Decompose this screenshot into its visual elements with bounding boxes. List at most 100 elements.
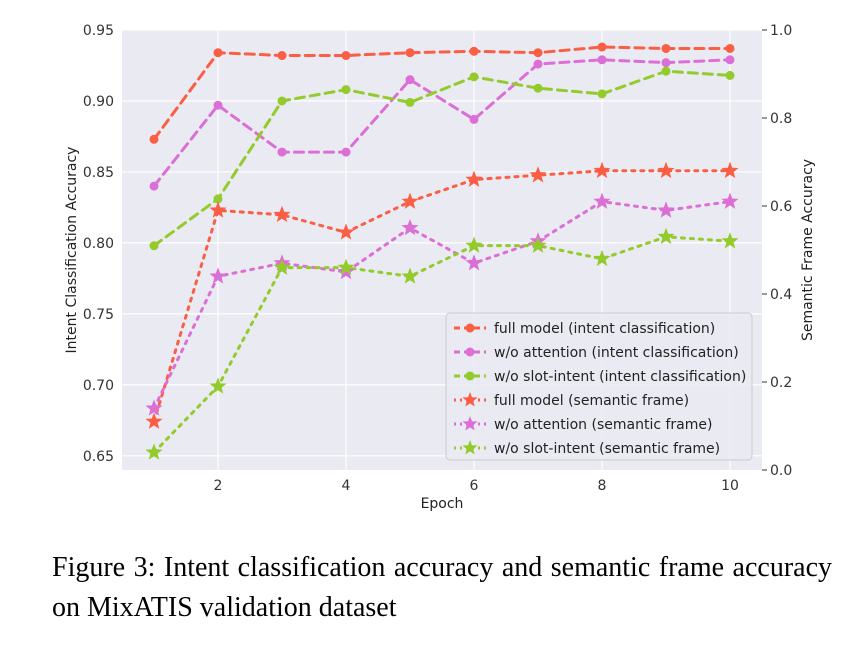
point-w-o-slot-intent-intent-classification (213, 194, 223, 204)
point-full-model-intent-classification (533, 48, 543, 58)
point-w-o-slot-intent-semantic-frame (273, 258, 291, 275)
y-axis-label-left: Intent Classification Accuracy (64, 147, 80, 354)
point-w-o-attention-intent-classification (213, 100, 223, 110)
point-w-o-attention-intent-classification (341, 147, 351, 157)
point-full-model-intent-classification (277, 51, 287, 61)
point-full-model-semantic-frame (401, 192, 419, 209)
point-w-o-attention-intent-classification (533, 59, 543, 69)
point-w-o-attention-semantic-frame (209, 267, 227, 284)
point-full-model-intent-classification (725, 43, 735, 53)
point-full-model-intent-classification (469, 46, 479, 56)
point-full-model-intent-classification (661, 43, 671, 53)
series-line-w-o-slot-intent-semantic-frame (152, 235, 732, 454)
point-w-o-slot-intent-semantic-frame (657, 227, 675, 245)
y-tick-label-left: 0.90 (83, 94, 114, 110)
legend-marker-w-o-slot-intent-intent-classification (465, 371, 475, 381)
point-w-o-slot-intent-intent-classification (277, 96, 287, 106)
tick-labels: 0.65 0.70 0.75 0.80 0.85 0.90 0.95 2 4 6 8 10 0.0 0.2… (83, 23, 793, 494)
point-full-model-semantic-frame (593, 161, 611, 179)
point-w-o-slot-intent-semantic-frame (593, 249, 611, 267)
legend-box (445, 312, 753, 461)
legend-marker-w-o-attention-intent-classification (465, 347, 475, 357)
point-w-o-attention-intent-classification (405, 75, 415, 85)
point-full-model-intent-classification (149, 134, 159, 144)
x-tick-label: 4 (342, 478, 351, 494)
point-w-o-attention-intent-classification (597, 55, 607, 65)
y-tick-label-left: 0.95 (83, 23, 114, 39)
point-w-o-slot-intent-intent-classification (469, 72, 479, 82)
point-w-o-slot-intent-semantic-frame (145, 443, 163, 460)
y-tick-label-right: 0.0 (770, 463, 792, 479)
legend-label-full-model-semantic-frame: full model (semantic frame) (494, 393, 689, 409)
point-full-model-semantic-frame (657, 161, 675, 179)
point-w-o-attention-intent-classification (725, 55, 735, 65)
series-line-w-o-attention-intent-classification (152, 58, 732, 188)
point-w-o-attention-semantic-frame (721, 192, 739, 209)
point-w-o-slot-intent-intent-classification (405, 97, 415, 107)
y-tick-label-right: 0.8 (770, 111, 792, 127)
y-tick-label-right: 0.4 (770, 287, 792, 303)
point-w-o-attention-semantic-frame (401, 219, 419, 236)
series-markers (145, 42, 739, 460)
point-full-model-semantic-frame (721, 161, 739, 179)
point-w-o-slot-intent-intent-classification (149, 241, 159, 251)
point-w-o-slot-intent-intent-classification (597, 89, 607, 99)
point-w-o-slot-intent-semantic-frame (721, 232, 739, 249)
series-line-full-model-intent-classification (152, 45, 732, 141)
point-full-model-semantic-frame (145, 412, 163, 429)
point-full-model-semantic-frame (337, 223, 355, 240)
legend: full model (intent classification) w/o at… (445, 312, 753, 461)
legend-label-w-o-slot-intent-intent-classification: w/o slot-intent (intent classification) (494, 369, 746, 385)
point-w-o-attention-intent-classification (149, 181, 159, 191)
point-full-model-semantic-frame (465, 170, 483, 187)
y-tick-label-left: 0.65 (83, 449, 114, 465)
point-w-o-attention-semantic-frame (593, 192, 611, 209)
chart: 0.65 0.70 0.75 0.80 0.85 0.90 0.95 2 4 6 8 10 0.0 0.2… (64, 23, 816, 512)
legend-label-w-o-attention-intent-classification: w/o attention (intent classification) (494, 345, 739, 361)
series-lines (152, 45, 732, 454)
point-w-o-attention-intent-classification (469, 114, 479, 124)
point-w-o-slot-intent-semantic-frame (465, 236, 483, 253)
point-w-o-slot-intent-semantic-frame (401, 267, 419, 284)
y-axis-label-right: Semantic Frame Accuracy (800, 159, 816, 341)
x-tick-label: 8 (598, 478, 607, 494)
point-w-o-slot-intent-semantic-frame (209, 377, 227, 394)
legend-marker-w-o-attention-semantic-frame (462, 416, 478, 431)
point-w-o-attention-intent-classification (661, 58, 671, 68)
series-line-full-model-semantic-frame (152, 169, 732, 424)
legend-label-full-model-intent-classification: full model (intent classification) (494, 321, 715, 337)
point-w-o-slot-intent-intent-classification (661, 66, 671, 76)
point-w-o-attention-intent-classification (277, 147, 287, 157)
y-tick-label-left: 0.85 (83, 165, 114, 181)
point-full-model-intent-classification (405, 48, 415, 58)
point-w-o-slot-intent-intent-classification (341, 85, 351, 95)
point-full-model-intent-classification (341, 51, 351, 61)
x-tick-label: 6 (470, 478, 479, 494)
figure-caption: Figure 3: Intent classification accuracy… (52, 552, 832, 623)
legend-marker-w-o-slot-intent-semantic-frame (462, 440, 478, 455)
y-tick-label-right: 0.2 (770, 375, 792, 391)
legend-marker-full-model-intent-classification (465, 323, 475, 333)
legend-label-w-o-slot-intent-semantic-frame: w/o slot-intent (semantic frame) (494, 441, 720, 457)
point-w-o-attention-semantic-frame (145, 399, 163, 416)
y-tick-label-left: 0.75 (83, 307, 114, 323)
y-tick-label-right: 0.6 (770, 199, 792, 215)
series-line-w-o-slot-intent-intent-classification (152, 69, 732, 248)
x-tick-label: 10 (721, 478, 739, 494)
point-full-model-intent-classification (213, 48, 223, 58)
point-w-o-attention-semantic-frame (657, 201, 675, 218)
point-full-model-intent-classification (597, 42, 607, 52)
point-w-o-slot-intent-intent-classification (725, 70, 735, 80)
point-w-o-slot-intent-intent-classification (533, 83, 543, 93)
legend-label-w-o-attention-semantic-frame: w/o attention (semantic frame) (494, 417, 712, 433)
y-tick-label-right: 1.0 (770, 23, 792, 39)
y-tick-label-left: 0.80 (83, 236, 114, 252)
y-tick-label-left: 0.70 (83, 378, 114, 394)
point-w-o-attention-semantic-frame (465, 254, 483, 271)
x-tick-label: 2 (214, 478, 223, 494)
point-full-model-semantic-frame (529, 166, 547, 183)
legend-marker-full-model-semantic-frame (462, 392, 478, 407)
point-w-o-slot-intent-semantic-frame (337, 258, 355, 275)
point-full-model-semantic-frame (273, 205, 291, 223)
point-w-o-slot-intent-semantic-frame (529, 236, 547, 253)
